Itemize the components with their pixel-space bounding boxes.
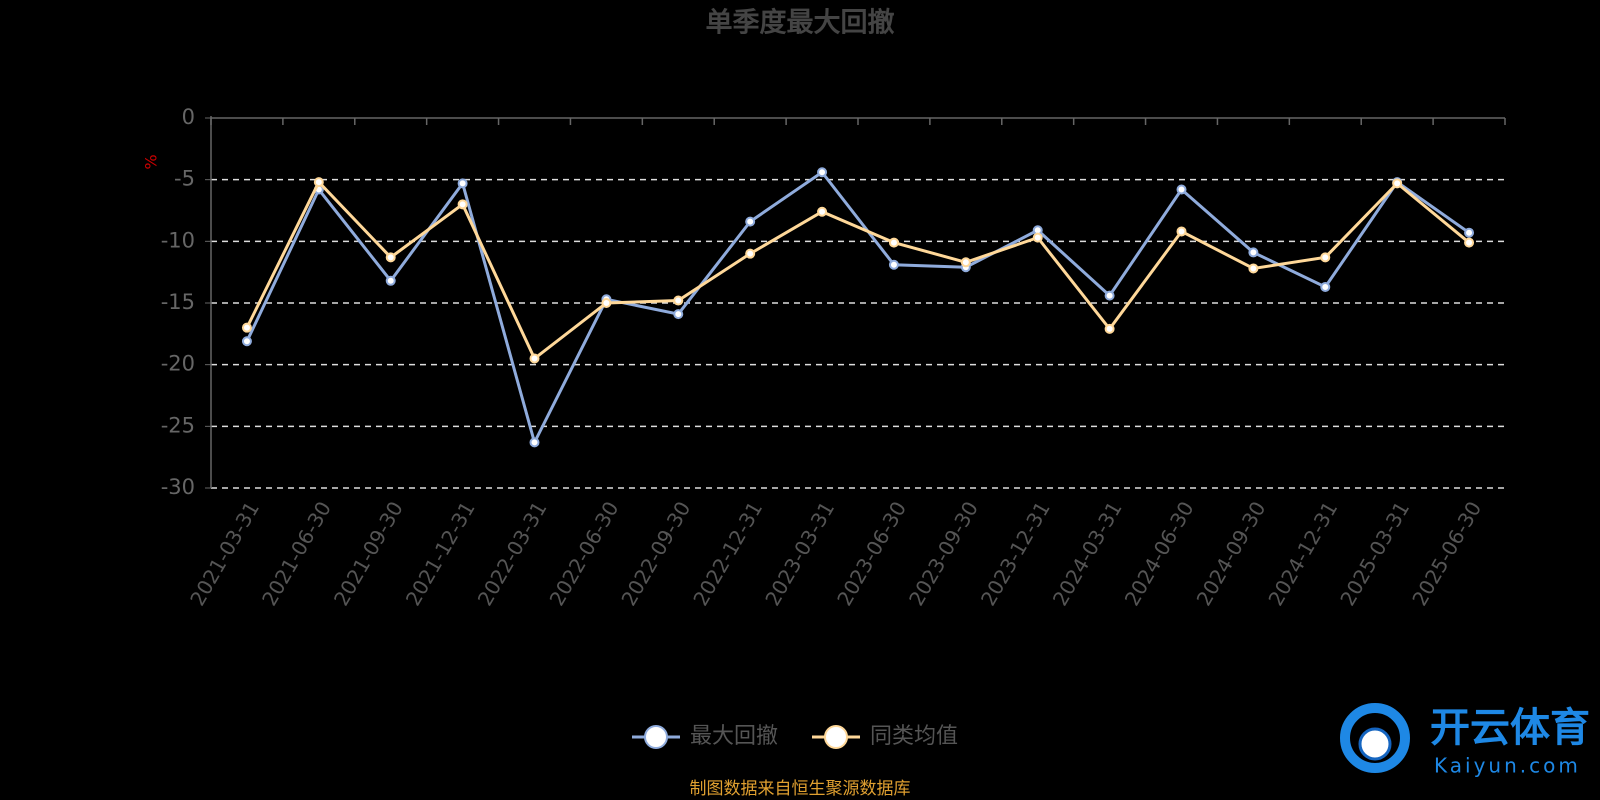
legend-item: 同类均值 xyxy=(812,724,958,749)
watermark: 开云体育 Kaiyun.com xyxy=(1340,703,1590,778)
data-point xyxy=(673,295,684,306)
data-point xyxy=(313,177,324,188)
data-point xyxy=(1248,263,1259,274)
data-point xyxy=(601,298,612,308)
y-tick-label: -20 xyxy=(161,352,195,376)
data-point xyxy=(241,322,252,333)
data-point xyxy=(1464,237,1475,248)
data-point xyxy=(1176,226,1187,237)
y-tick-label: -5 xyxy=(174,167,195,191)
x-tick-label: 2024-06-30 xyxy=(1120,497,1199,610)
data-point xyxy=(888,259,899,270)
data-point xyxy=(529,353,540,364)
series-line xyxy=(245,179,1471,361)
data-point xyxy=(1032,232,1043,243)
x-tick-label: 2024-09-30 xyxy=(1192,497,1271,610)
data-point xyxy=(745,216,756,227)
x-tick-label: 2023-12-31 xyxy=(976,497,1055,610)
data-point xyxy=(1464,227,1475,238)
data-point xyxy=(673,309,684,320)
data-point xyxy=(241,336,252,347)
x-tick-label: 2023-09-30 xyxy=(904,497,983,610)
x-tick-label: 2023-03-31 xyxy=(760,497,839,610)
series-line xyxy=(245,170,1470,447)
x-tick-label: 2022-09-30 xyxy=(616,497,695,610)
source-note: 制图数据来自恒生聚源数据库 xyxy=(690,779,911,799)
data-point xyxy=(960,257,971,268)
data-point xyxy=(1176,184,1187,195)
data-point xyxy=(385,252,396,263)
data-point xyxy=(1320,281,1331,292)
data-point xyxy=(888,237,899,248)
data-point xyxy=(1320,252,1331,263)
x-tick-label: 2021-09-30 xyxy=(329,497,408,610)
chart-title: 单季度最大回撤 xyxy=(706,7,895,39)
x-tick-label: 2025-06-30 xyxy=(1407,497,1486,610)
legend-item: 最大回撤 xyxy=(632,724,778,749)
y-tick-label: 0 xyxy=(182,105,195,129)
data-point xyxy=(385,275,396,286)
data-point xyxy=(1104,290,1115,301)
x-tick-label: 2023-06-30 xyxy=(832,497,911,610)
y-tick-label: -30 xyxy=(161,475,195,499)
x-tick-label: 2024-03-31 xyxy=(1048,497,1127,610)
data-point xyxy=(745,248,756,259)
watermark-ball xyxy=(1358,727,1392,761)
data-point xyxy=(817,206,828,217)
y-axis-label: % xyxy=(142,154,161,169)
x-tick-label: 2022-03-31 xyxy=(473,497,552,610)
x-tick-label: 2021-12-31 xyxy=(401,497,480,610)
x-tick-label: 2024-12-31 xyxy=(1263,497,1342,610)
watermark-site: Kaiyun.com xyxy=(1434,754,1581,778)
x-tick-label: 2025-03-31 xyxy=(1335,497,1414,610)
data-point xyxy=(529,437,540,448)
watermark-logo xyxy=(1340,703,1410,773)
x-tick-label: 2021-03-31 xyxy=(185,497,264,610)
legend-label: 最大回撤 xyxy=(690,724,778,749)
x-tick-label: 2022-12-31 xyxy=(688,497,767,610)
y-tick-label: -10 xyxy=(161,228,195,252)
y-tick-label: -15 xyxy=(161,290,195,314)
data-point xyxy=(1248,247,1259,258)
legend-swatch xyxy=(644,725,668,749)
data-point xyxy=(457,178,468,189)
y-tick-label: -25 xyxy=(161,413,195,437)
x-tick-label: 2022-06-30 xyxy=(545,497,624,610)
data-point xyxy=(1392,178,1403,189)
watermark-brand: 开云体育 xyxy=(1430,705,1590,751)
legend-swatch xyxy=(824,725,848,749)
data-point xyxy=(1104,323,1115,334)
data-point xyxy=(457,199,468,210)
x-tick-label: 2021-06-30 xyxy=(257,497,336,610)
legend-label: 同类均值 xyxy=(870,724,958,749)
data-point xyxy=(817,167,828,178)
